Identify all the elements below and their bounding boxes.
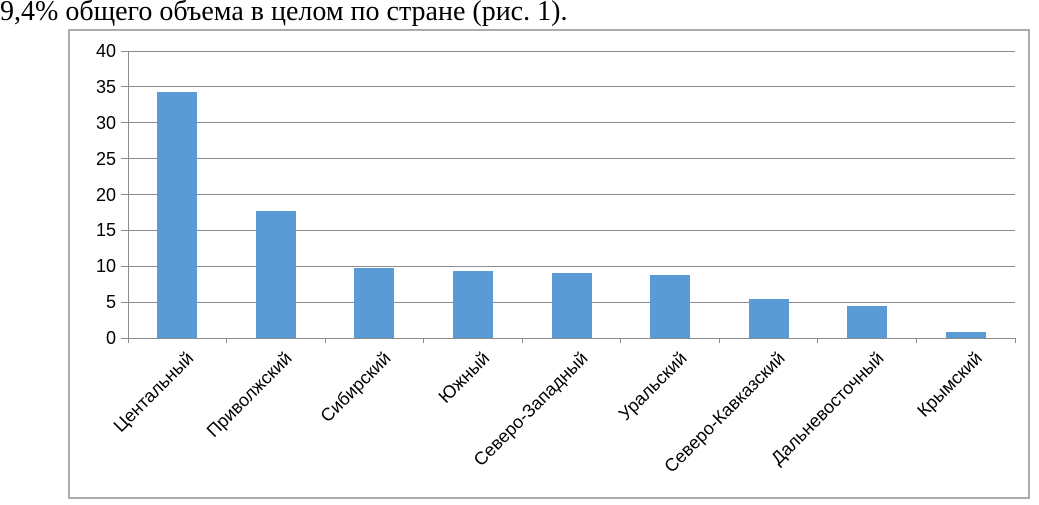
y-axis-tick-label: 5 (105, 292, 116, 313)
y-axis-tick (121, 229, 128, 231)
figure-chart: 0 5 10 15 20 25 30 35 40 Центальный Приволжский Сиб… (68, 29, 1030, 499)
y-axis-tick (121, 50, 128, 52)
bar (354, 268, 395, 338)
y-axis-tick (121, 194, 128, 195)
y-axis-tick (121, 122, 128, 124)
x-axis-category-label: Приволжский (202, 348, 296, 441)
x-axis-tick (324, 338, 326, 343)
x-axis-category-label: Крымский (913, 348, 986, 421)
x-axis-tick (423, 338, 425, 343)
x-axis-tick (1014, 338, 1016, 343)
gridline (128, 194, 1015, 195)
y-axis-tick-label: 10 (95, 256, 116, 277)
bar (452, 271, 493, 338)
y-axis-tick-label: 20 (95, 184, 116, 205)
x-axis-tick (226, 338, 228, 343)
y-axis-tick (121, 158, 128, 160)
y-axis-tick-label: 25 (95, 148, 116, 169)
y-axis-tick (121, 265, 128, 267)
y-axis-tick-label: 15 (95, 220, 116, 241)
x-axis-tick (521, 338, 523, 343)
gridline (128, 158, 1015, 160)
x-axis-tick (915, 338, 917, 343)
bar (255, 211, 296, 338)
bar (157, 91, 198, 338)
bar (847, 306, 888, 338)
x-axis-line (128, 337, 1015, 339)
y-axis-tick-label: 0 (105, 328, 116, 348)
bar (650, 274, 691, 338)
gridline (128, 265, 1015, 267)
x-axis-category-label: Центальный (109, 348, 198, 436)
y-axis-tick (121, 337, 128, 339)
gridline (128, 122, 1015, 124)
y-axis-tick-label: 30 (95, 112, 116, 133)
gridline (128, 50, 1015, 52)
y-axis-tick-label: 40 (95, 41, 116, 61)
gridline (128, 229, 1015, 231)
document-text-line: 9,4% общего объема в целом по стране (ри… (0, 0, 568, 27)
bar (551, 273, 592, 338)
gridline (128, 86, 1015, 88)
x-axis-tick (620, 338, 622, 343)
y-axis-tick (121, 86, 128, 88)
x-axis-category-label: Сибирский (316, 348, 395, 427)
y-axis-tick (121, 301, 128, 303)
x-axis-tick (127, 338, 129, 343)
x-axis-category-label: Южный (434, 348, 494, 407)
x-axis-tick (817, 338, 819, 343)
y-axis-tick-label: 35 (95, 76, 116, 97)
x-axis-category-label: Уральский (614, 348, 691, 425)
bar (945, 332, 986, 338)
y-axis-line (127, 51, 129, 343)
bar (748, 298, 789, 338)
x-axis-tick (718, 338, 720, 343)
